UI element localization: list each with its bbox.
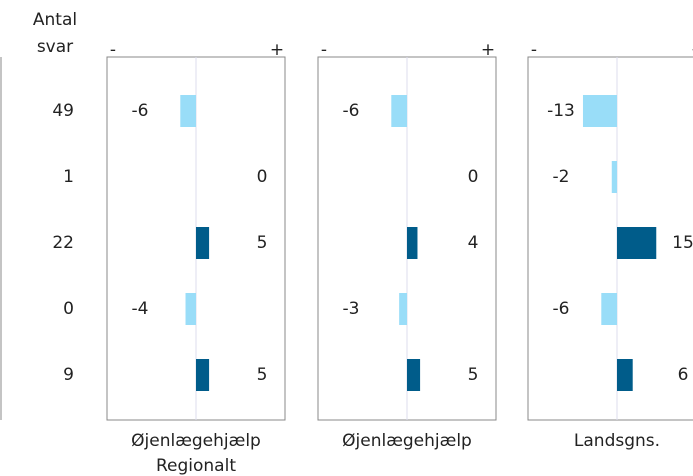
value-label: -6 [132,101,149,121]
value-label: 0 [257,167,268,187]
count-label: 22 [52,233,74,253]
panel-label: Øjenlægehjælp [131,431,261,451]
count-header: Antal [33,10,77,30]
value-label: -6 [553,299,570,319]
bar [601,293,617,325]
value-label: -2 [553,167,570,187]
value-label: 5 [257,365,268,385]
value-label: 4 [468,233,479,253]
count-label: 0 [63,299,74,319]
bar [582,95,617,127]
value-label: -4 [132,299,149,319]
value-label: 5 [468,365,479,385]
value-label: 15 [672,233,693,253]
panel-label: Landsgns. [574,431,660,451]
value-label: 5 [257,233,268,253]
bar [407,359,421,391]
count-label: 1 [63,167,74,187]
sign-label: + [691,40,693,60]
bar [617,359,633,391]
value-label: 0 [468,167,479,187]
value-label: -3 [343,299,360,319]
bar [391,95,407,127]
value-label: 6 [678,365,689,385]
panel-label: Øjenlægehjælp [342,431,472,451]
bar [180,95,196,127]
value-label: -6 [343,101,360,121]
value-label: -13 [547,101,575,121]
panel-label: Regionalt [156,456,236,476]
sign-label: - [321,40,327,60]
sign-label: + [481,40,495,60]
bar [399,293,407,325]
count-label: 49 [52,101,74,121]
count-label: 9 [63,365,74,385]
bar [185,293,196,325]
bar [617,227,657,259]
sign-label: - [110,40,116,60]
count-header: svar [37,37,73,57]
bar [196,359,210,391]
bar [196,227,210,259]
bar [611,161,617,193]
bar [407,227,418,259]
sign-label: + [270,40,284,60]
sign-label: - [531,40,537,60]
